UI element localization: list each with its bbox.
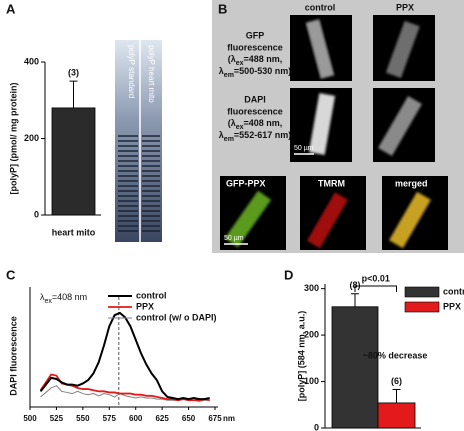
lane-label: polyP heart mito	[147, 45, 156, 103]
legend-swatch	[404, 301, 440, 313]
n-label: (3)	[68, 68, 79, 78]
label-sub: ex	[45, 298, 53, 305]
image-label: merged	[395, 178, 428, 188]
label-sub: ex	[236, 124, 244, 131]
significance-label: p<0.01	[362, 273, 390, 283]
y-tick-label: 400	[24, 56, 39, 66]
scale-bar-label: 50 µm	[294, 145, 314, 152]
panel-letter: B	[218, 1, 227, 16]
label-part: λ	[219, 130, 224, 140]
label-sub: em	[224, 72, 234, 79]
x-tick-label: 600	[129, 414, 143, 423]
legend-label: control (w/ o DAPI)	[136, 312, 217, 322]
image-label: TMRM	[318, 178, 345, 188]
y-tick-label: 100	[304, 376, 319, 386]
y-axis-label: DAPI fluorescence	[8, 316, 18, 396]
cell	[385, 20, 420, 79]
cell	[389, 191, 431, 249]
row-label: fluorescence	[227, 106, 283, 116]
lane-label: polyP standard	[127, 45, 136, 98]
panel-letter: A	[6, 1, 16, 16]
x-tick-label: 675	[208, 414, 222, 423]
y-tick-label: 200	[24, 133, 39, 143]
bar	[377, 402, 416, 429]
row-label: DAPI	[244, 94, 266, 104]
gel-bands	[118, 135, 138, 235]
label-part: (λ	[228, 118, 236, 128]
label-part: λ	[40, 292, 45, 302]
row-label: (λex=408 nm,	[228, 118, 283, 131]
column-header: control	[305, 2, 336, 12]
column-header: PPX	[396, 2, 414, 12]
cell	[378, 96, 422, 156]
y-axis-label: [polyP] (pmol/ mg protein)	[8, 83, 18, 195]
label-part: λ	[219, 66, 224, 76]
y-tick-label: 0	[34, 209, 39, 219]
legend-swatch	[404, 286, 440, 298]
bar	[51, 107, 96, 216]
x-tick-label: heart mito	[52, 227, 96, 237]
series-line	[39, 311, 210, 401]
row-label: λem=500-530 nm)	[219, 66, 291, 79]
x-tick-label: 575	[103, 414, 117, 423]
row-label: GFP	[246, 30, 265, 40]
gel-bands	[142, 135, 160, 235]
legend-label: control	[136, 290, 167, 300]
scale-bar-label: 50 µm	[224, 235, 244, 242]
gel: polyP standard polyP heart mito	[115, 40, 162, 242]
label-part: =500-530 nm)	[234, 66, 291, 76]
label-part: =552-617 nm)	[234, 130, 291, 140]
panel-letter: C	[6, 267, 16, 282]
series-line	[39, 373, 210, 402]
x-tick-label: 500	[23, 414, 37, 423]
label-part: =488 nm,	[244, 54, 283, 64]
row-label: (λex=488 nm,	[228, 54, 283, 67]
y-tick-label: 0	[314, 422, 319, 431]
annotation: λex=408 nm	[40, 292, 87, 305]
bar	[331, 306, 379, 429]
legend-label: PPX	[136, 301, 154, 311]
cell	[308, 93, 336, 155]
cell	[305, 19, 335, 79]
significance-bracket	[354, 285, 397, 292]
label-sub: ex	[236, 60, 244, 67]
x-tick-label: 625	[155, 414, 169, 423]
row-label: λem=552-617 nm)	[219, 130, 291, 143]
x-unit: nm	[223, 414, 235, 423]
y-tick-label: 300	[304, 283, 319, 293]
label-part: =408 nm,	[244, 118, 283, 128]
annotation: ~80% decrease	[363, 350, 428, 360]
panel-b: B control PPX GFP fluorescence (λex=488 …	[212, 0, 464, 253]
legend-label: PPX	[443, 301, 461, 311]
image-label: GFP-PPX	[226, 178, 266, 188]
label-part: (λ	[228, 54, 236, 64]
n-label: (8)	[350, 280, 361, 290]
label-part: =408 nm	[52, 292, 87, 302]
y-tick-label: 200	[304, 329, 319, 339]
x-tick-label: 525	[50, 414, 64, 423]
label-sub: em	[224, 136, 234, 143]
cell	[306, 192, 348, 249]
x-tick-label: 550	[76, 414, 90, 423]
cell	[224, 190, 272, 248]
n-label: (6)	[391, 376, 402, 386]
legend-label: control	[443, 286, 464, 296]
x-tick-label: 650	[182, 414, 196, 423]
row-label: fluorescence	[227, 42, 283, 52]
y-axis-label: [polyP] (584 nm, a.u.)	[296, 311, 306, 402]
panel-letter: D	[284, 267, 293, 282]
